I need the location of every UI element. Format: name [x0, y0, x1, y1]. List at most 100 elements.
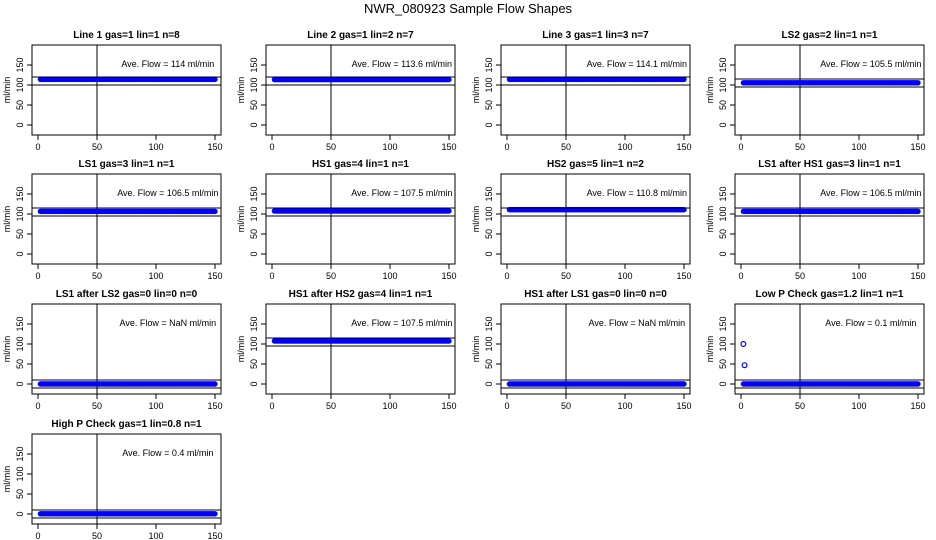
- x-tick-label: 100: [382, 142, 397, 152]
- average-flow-annotation: Ave. Flow = NaN ml/min: [588, 318, 685, 328]
- x-tick-label: 0: [738, 401, 743, 411]
- x-tick-label: 150: [441, 271, 456, 281]
- y-tick-label: 100: [249, 77, 259, 92]
- subplot: LS1 gas=3 lin=1 n=1 ml/min 0 50 100 150 0 50 100…: [2, 159, 223, 281]
- y-tick-label: 100: [718, 336, 728, 351]
- y-tick-label: 150: [484, 316, 494, 331]
- y-tick-label: 0: [15, 511, 25, 516]
- plot-frame: [265, 303, 456, 395]
- y-tick-label: 0: [718, 381, 728, 386]
- x-tick-label: 150: [910, 142, 925, 152]
- subplot: Low P Check gas=1.2 lin=1 n=1 ml/min 0 50 10…: [705, 289, 926, 411]
- average-flow-annotation: Ave. Flow = 0.1 ml/min: [825, 318, 916, 328]
- y-tick-label: 50: [718, 229, 728, 239]
- x-tick-label: 0: [504, 271, 509, 281]
- plot-frame: [31, 433, 222, 525]
- plot-frame: [265, 44, 456, 136]
- figure-title: NWR_080923 Sample Flow Shapes: [363, 1, 573, 16]
- y-tick-label: 150: [15, 57, 25, 72]
- subplot-title: HS1 gas=4 lin=1 n=1: [312, 159, 409, 170]
- y-axis-label: ml/min: [2, 466, 12, 493]
- average-flow-annotation: Ave. Flow = 113.6 ml/min: [352, 59, 452, 69]
- data-point: [915, 208, 921, 215]
- x-tick-label: 150: [207, 401, 222, 411]
- y-tick-label: 0: [15, 122, 25, 127]
- x-tick-label: 0: [269, 271, 274, 281]
- y-tick-label: 50: [15, 100, 25, 110]
- x-tick-label: 100: [382, 401, 397, 411]
- data-point: [681, 76, 687, 83]
- subplot-title: LS1 after HS1 gas=3 lin=1 n=1: [758, 159, 901, 170]
- average-flow-annotation: Ave. Flow = NaN ml/min: [119, 318, 216, 328]
- x-tick-label: 50: [561, 271, 571, 281]
- y-tick-label: 50: [249, 229, 259, 239]
- y-tick-label: 50: [484, 229, 494, 239]
- subplot-title: LS1 after LS2 gas=0 lin=0 n=0: [56, 289, 198, 300]
- data-series: [37, 511, 218, 517]
- data-point-outlier: [740, 341, 747, 348]
- x-tick-label: 100: [148, 271, 163, 281]
- x-tick-label: 100: [617, 142, 632, 152]
- data-series: [740, 341, 921, 387]
- x-tick-label: 100: [382, 271, 397, 281]
- x-tick-label: 0: [738, 142, 743, 152]
- plot-frame: [31, 44, 222, 136]
- y-tick-label: 100: [484, 77, 494, 92]
- x-tick-label: 50: [561, 401, 571, 411]
- plot-frame: [734, 173, 925, 265]
- y-tick-label: 50: [249, 100, 259, 110]
- x-tick-label: 150: [441, 401, 456, 411]
- y-tick-label: 0: [249, 251, 259, 256]
- x-tick-label: 50: [795, 401, 805, 411]
- x-tick-label: 150: [207, 142, 222, 152]
- average-flow-annotation: Ave. Flow = 110.8 ml/min: [587, 188, 687, 198]
- x-tick-label: 100: [617, 271, 632, 281]
- y-tick-label: 100: [718, 77, 728, 92]
- x-tick-label: 100: [148, 531, 163, 540]
- y-tick-label: 0: [484, 251, 494, 256]
- subplot: LS1 after LS2 gas=0 lin=0 n=0 ml/min 0 50 10…: [2, 289, 223, 411]
- y-tick-label: 0: [249, 381, 259, 386]
- x-tick-label: 50: [326, 271, 336, 281]
- average-flow-annotation: Ave. Flow = 114.1 ml/min: [587, 59, 687, 69]
- y-tick-label: 150: [484, 186, 494, 201]
- x-tick-label: 150: [910, 401, 925, 411]
- x-tick-label: 50: [92, 271, 102, 281]
- y-tick-label: 100: [15, 206, 25, 221]
- y-tick-label: 150: [249, 316, 259, 331]
- data-series: [37, 76, 218, 83]
- average-flow-annotation: Ave. Flow = 107.5 ml/min: [351, 318, 452, 328]
- y-tick-label: 50: [718, 359, 728, 369]
- data-series: [740, 208, 921, 215]
- data-point: [915, 80, 921, 86]
- data-point: [212, 76, 218, 83]
- y-tick-label: 0: [15, 381, 25, 386]
- plot-frame: [500, 303, 691, 395]
- x-tick-label: 150: [676, 271, 691, 281]
- subplot-title: HS1 after HS2 gas=4 lin=1 n=1: [289, 289, 433, 300]
- y-tick-label: 0: [249, 122, 259, 127]
- subplot: High P Check gas=1 lin=0.8 n=1 ml/min 0 50 1…: [2, 419, 223, 540]
- x-tick-label: 150: [207, 271, 222, 281]
- data-series: [271, 338, 452, 344]
- subplot: HS1 gas=4 lin=1 n=1 ml/min 0 50 100 150 0 50 100…: [236, 159, 457, 281]
- y-axis-label: ml/min: [2, 336, 12, 363]
- data-point: [446, 208, 452, 214]
- plot-frame: [734, 303, 925, 395]
- y-axis-label: ml/min: [705, 336, 715, 363]
- x-tick-label: 0: [35, 531, 40, 540]
- plot-frame: [265, 173, 456, 265]
- average-flow-annotation: Ave. Flow = 106.5 ml/min: [117, 188, 218, 198]
- y-tick-label: 0: [484, 381, 494, 386]
- x-tick-label: 150: [910, 271, 925, 281]
- data-series: [37, 381, 218, 387]
- x-tick-label: 100: [851, 142, 866, 152]
- y-tick-label: 50: [15, 359, 25, 369]
- x-tick-label: 0: [504, 401, 509, 411]
- y-tick-label: 100: [15, 336, 25, 351]
- x-tick-label: 0: [738, 271, 743, 281]
- subplot: Line 1 gas=1 lin=1 n=8 ml/min 0 50 100 150 0 50…: [2, 30, 223, 152]
- x-tick-label: 0: [35, 271, 40, 281]
- y-tick-label: 100: [249, 336, 259, 351]
- y-tick-label: 150: [249, 186, 259, 201]
